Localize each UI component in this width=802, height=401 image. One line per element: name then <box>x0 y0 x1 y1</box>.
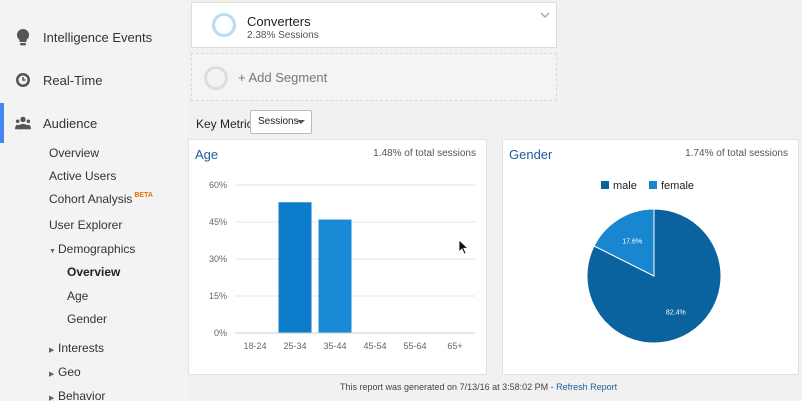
legend-label-male: male <box>613 180 637 192</box>
pie-slice-female <box>593 208 655 277</box>
age-card-title: Age <box>195 147 219 162</box>
gender-card: Gender 1.74% of total sessions male femal… <box>502 139 799 375</box>
refresh-report-link[interactable]: Refresh Report <box>556 382 618 392</box>
nav-behavior-label: Behavior <box>58 389 106 401</box>
nav-interests[interactable]: ▶ Interests <box>49 341 104 355</box>
bar-25-34 <box>278 202 312 333</box>
age-bar-chart: 0% 15% 30% 45% 60% 18-24 25-34 35-44 45-54 55-64 6… <box>209 180 475 351</box>
caret-right-icon: ▶ <box>49 347 55 354</box>
pie-label-female: 17.6% <box>622 239 642 246</box>
nav-demographics-label: Demographics <box>58 242 136 256</box>
x-tick-label: 45-54 <box>363 341 386 351</box>
y-tick-label: 60% <box>209 180 227 190</box>
gender-card-stat: 1.74% of total sessions <box>685 148 788 159</box>
nav-real-time[interactable]: Real-Time <box>0 60 188 100</box>
x-tick-label: 18-24 <box>243 341 266 351</box>
x-tick-label: 35-44 <box>323 341 346 351</box>
nav-overview[interactable]: Overview <box>49 146 100 160</box>
nav-behavior[interactable]: ▶ Behavior <box>49 389 105 401</box>
nav-demographics-overview[interactable]: Overview <box>67 265 121 279</box>
add-segment-button[interactable]: + Add Segment <box>191 53 557 101</box>
y-tick-label: 15% <box>209 291 227 301</box>
sidebar: Intelligence Events Real-Time Audience O… <box>0 0 188 401</box>
caret-right-icon: ▶ <box>49 395 55 401</box>
x-tick-label: 55-64 <box>403 341 426 351</box>
gender-card-title: Gender <box>509 147 553 162</box>
legend-swatch-male <box>601 181 609 189</box>
legend-label-female: female <box>661 180 694 192</box>
footer-text: This report was generated on 7/13/16 at … <box>340 382 557 392</box>
chevron-down-icon[interactable] <box>540 10 550 20</box>
nav-geo[interactable]: ▶ Geo <box>49 365 81 379</box>
nav-intelligence-label: Intelligence Events <box>43 29 153 45</box>
y-tick-label: 45% <box>209 217 227 227</box>
nav-gender[interactable]: Gender <box>67 312 108 326</box>
clock-icon <box>15 72 31 88</box>
y-tick-label: 0% <box>214 328 227 338</box>
nav-active-users[interactable]: Active Users <box>49 169 117 183</box>
main-content: Converters 2.38% Sessions + Add Segment … <box>188 0 802 401</box>
nav-real-time-label: Real-Time <box>43 72 103 88</box>
key-metric-value: Sessions <box>258 116 299 127</box>
add-segment-label: + Add Segment <box>238 70 328 85</box>
legend-swatch-female <box>649 181 657 189</box>
nav-geo-label: Geo <box>58 365 81 379</box>
people-icon <box>15 115 31 131</box>
gender-pie-chart: male female 82.4% 17.6% <box>586 180 722 344</box>
bar-35-44 <box>318 219 352 333</box>
nav-intelligence-events[interactable]: Intelligence Events <box>0 17 188 57</box>
age-card-stat: 1.48% of total sessions <box>373 148 476 159</box>
nav-audience-label: Audience <box>43 115 98 131</box>
nav-user-explorer[interactable]: User Explorer <box>49 218 123 232</box>
nav-cohort-label: Cohort Analysis <box>49 192 133 206</box>
x-tick-label: 25-34 <box>283 341 306 351</box>
caret-right-icon: ▶ <box>49 371 55 378</box>
report-footer: This report was generated on 7/13/16 at … <box>340 382 617 392</box>
x-tick-label: 65+ <box>447 341 462 351</box>
dropdown-caret-icon <box>297 120 305 124</box>
age-card: Age 1.48% of total sessions 0% 15% 30% 45% 6… <box>188 139 487 375</box>
lightbulb-icon <box>15 28 31 45</box>
segment-detail: 2.38% Sessions <box>247 30 319 41</box>
mouse-cursor-icon <box>459 240 469 255</box>
key-metric-label: Key Metric: <box>196 117 257 131</box>
beta-badge: BETA <box>134 192 153 199</box>
caret-down-icon: ▼ <box>49 248 56 255</box>
nav-cohort-analysis[interactable]: Cohort Analysis BETA <box>49 192 153 206</box>
segment-name: Converters <box>247 14 311 29</box>
segment-ring-icon <box>212 13 236 37</box>
key-metric-select[interactable]: Sessions <box>250 110 312 134</box>
nav-demographics[interactable]: ▼ Demographics <box>49 242 135 256</box>
y-tick-label: 30% <box>209 254 227 264</box>
nav-age[interactable]: Age <box>67 289 89 303</box>
nav-interests-label: Interests <box>58 341 105 355</box>
nav-audience[interactable]: Audience <box>0 103 188 143</box>
pie-label-male: 82.4% <box>666 309 686 316</box>
segment-card[interactable]: Converters 2.38% Sessions <box>191 2 557 48</box>
add-segment-ring-icon <box>204 66 228 90</box>
